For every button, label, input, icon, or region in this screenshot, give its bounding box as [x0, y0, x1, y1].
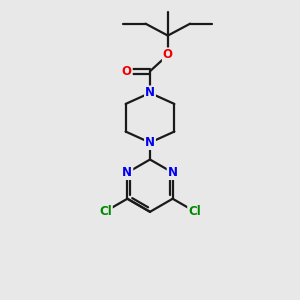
Text: O: O: [122, 65, 132, 78]
Text: Cl: Cl: [99, 205, 112, 218]
Text: O: O: [163, 48, 173, 62]
Text: N: N: [145, 136, 155, 149]
Text: N: N: [168, 166, 178, 179]
Text: N: N: [122, 166, 132, 179]
Text: N: N: [145, 86, 155, 99]
Text: Cl: Cl: [188, 205, 201, 218]
